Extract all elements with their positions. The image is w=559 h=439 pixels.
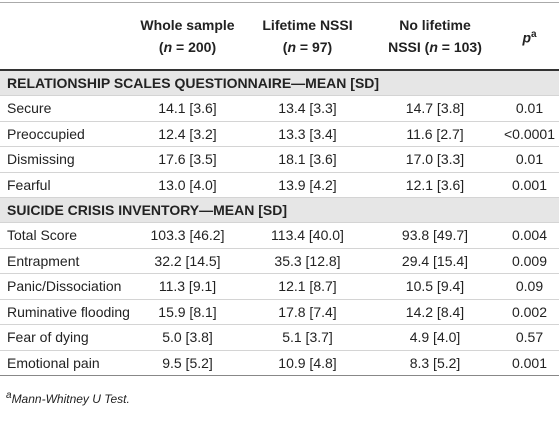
cell: 17.8 [7.4] [245, 299, 370, 325]
footnote-mark: a [6, 390, 12, 401]
row-label: Fear of dying [0, 324, 130, 351]
table-body: RELATIONSHIP SCALES QUESTIONNAIRE—MEAN [… [0, 69, 559, 376]
header-line2-part: = 103) [437, 39, 482, 55]
cell: 13.0 [4.0] [130, 172, 245, 198]
cell: 13.4 [3.3] [245, 95, 370, 122]
section-row: SUICIDE CRISIS INVENTORY—MEAN [SD] [0, 197, 559, 223]
data-row: Secure 14.1 [3.6] 13.4 [3.3] 14.7 [3.8] 0.01 [0, 95, 559, 122]
header-line2-part: n [429, 39, 438, 55]
cell: 0.002 [500, 299, 559, 325]
data-row: Dismissing 17.6 [3.5] 18.1 [3.6] 17.0 [3.3]… [0, 146, 559, 173]
data-row: Ruminative flooding 15.9 [8.1] 17.8 [7.4] 1… [0, 299, 559, 325]
cell: 10.5 [9.4] [370, 273, 500, 300]
header-line2-part: = 200) [172, 39, 217, 55]
cell: 0.57 [500, 324, 559, 351]
cell: <0.0001 [500, 121, 559, 147]
header-line1: No lifetime [399, 17, 471, 33]
cell: 0.01 [500, 146, 559, 173]
cell: 113.4 [40.0] [245, 222, 370, 249]
cell: 93.8 [49.7] [370, 222, 500, 249]
p-header: p [522, 29, 531, 46]
cell: 0.001 [500, 350, 559, 376]
cell: 14.2 [8.4] [370, 299, 500, 325]
header-line2-part: n [287, 39, 297, 55]
row-label: Dismissing [0, 146, 130, 173]
header-line2-part: n [163, 39, 173, 55]
cell: 17.0 [3.3] [370, 146, 500, 173]
header-line1: Whole sample [140, 17, 235, 33]
header-cell: Lifetime NSSI (n = 97) [245, 2, 370, 71]
section-title: RELATIONSHIP SCALES QUESTIONNAIRE—MEAN [… [0, 69, 559, 96]
header-line1: Lifetime NSSI [262, 17, 353, 33]
section-title: SUICIDE CRISIS INVENTORY—MEAN [SD] [0, 197, 559, 223]
cell: 4.9 [4.0] [370, 324, 500, 351]
row-label: Entrapment [0, 248, 130, 274]
cell: 0.009 [500, 248, 559, 274]
cell: 8.3 [5.2] [370, 350, 500, 376]
cell: 32.2 [14.5] [130, 248, 245, 274]
data-row: Fearful 13.0 [4.0] 13.9 [4.2] 12.1 [3.6] 0.0… [0, 172, 559, 198]
cell: 0.09 [500, 273, 559, 300]
cell: 17.6 [3.5] [130, 146, 245, 173]
cell: 18.1 [3.6] [245, 146, 370, 173]
cell: 9.5 [5.2] [130, 350, 245, 376]
row-label: Secure [0, 95, 130, 122]
cell: 14.7 [3.8] [370, 95, 500, 122]
row-label: Emotional pain [0, 350, 130, 376]
section-row: RELATIONSHIP SCALES QUESTIONNAIRE—MEAN [… [0, 69, 559, 96]
data-row: Preoccupied 12.4 [3.2] 13.3 [3.4] 11.6 [2.7… [0, 121, 559, 147]
header-cell: Whole sample (n = 200) [130, 2, 245, 71]
data-row: Entrapment 32.2 [14.5] 35.3 [12.8] 29.4 [15… [0, 248, 559, 274]
row-label: Panic/Dissociation [0, 273, 130, 300]
data-table: Whole sample (n = 200) Lifetime NSSI (n = 9… [0, 2, 559, 376]
data-row: Panic/Dissociation 11.3 [9.1] 12.1 [8.7] 10… [0, 273, 559, 300]
cell: 11.3 [9.1] [130, 273, 245, 300]
header-row: Whole sample (n = 200) Lifetime NSSI (n = 9… [0, 2, 559, 71]
cell: 11.6 [2.7] [370, 121, 500, 147]
cell: 5.1 [3.7] [245, 324, 370, 351]
cell: 12.1 [3.6] [370, 172, 500, 198]
data-row: Emotional pain 9.5 [5.2] 10.9 [4.8] 8.3 [5.… [0, 350, 559, 376]
cell: 12.1 [8.7] [245, 273, 370, 300]
header-line2-part: ( [158, 39, 164, 55]
row-label: Fearful [0, 172, 130, 198]
footnote: aMann-Whitney U Test. [6, 390, 559, 406]
row-label: Total Score [0, 222, 130, 249]
footnote-text: Mann-Whitney U Test. [11, 392, 130, 406]
cell: 0.01 [500, 95, 559, 122]
header-cell [0, 2, 130, 71]
cell: 103.3 [46.2] [130, 222, 245, 249]
header-line2-part: ( [282, 39, 288, 55]
header-line2-part: = 97) [296, 39, 333, 55]
cell: 13.9 [4.2] [245, 172, 370, 198]
cell: 10.9 [4.8] [245, 350, 370, 376]
cell: 15.9 [8.1] [130, 299, 245, 325]
row-label: Preoccupied [0, 121, 130, 147]
row-label: Ruminative flooding [0, 299, 130, 325]
cell: 5.0 [3.8] [130, 324, 245, 351]
cell: 14.1 [3.6] [130, 95, 245, 122]
data-row: Total Score 103.3 [46.2] 113.4 [40.0] 93.8 … [0, 222, 559, 249]
header-cell: No lifetime NSSI (n = 103) [370, 2, 500, 71]
cell: 35.3 [12.8] [245, 248, 370, 274]
p-header-sup: a [531, 28, 537, 40]
header-cell: pa [500, 2, 559, 71]
cell: 13.3 [3.4] [245, 121, 370, 147]
cell: 0.004 [500, 222, 559, 249]
header-line2-part: NSSI ( [388, 39, 430, 55]
cell: 0.001 [500, 172, 559, 198]
cell: 12.4 [3.2] [130, 121, 245, 147]
cell: 29.4 [15.4] [370, 248, 500, 274]
data-row: Fear of dying 5.0 [3.8] 5.1 [3.7] 4.9 [4.0]… [0, 324, 559, 351]
